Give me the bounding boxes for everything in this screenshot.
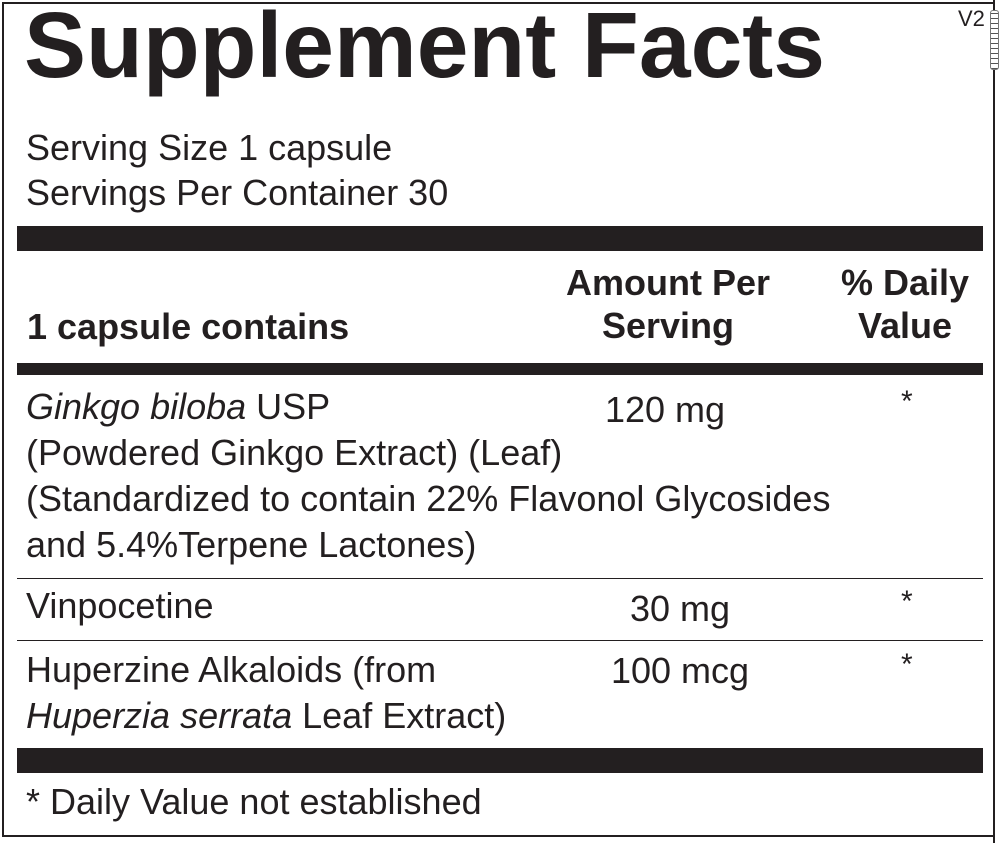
servings-per-container: Servings Per Container 30 xyxy=(26,172,449,213)
row-divider xyxy=(17,578,983,579)
header-dv-line2: Value xyxy=(857,305,953,346)
daily-value: * xyxy=(901,585,913,618)
footnote: * Daily Value not established xyxy=(26,781,482,822)
header-dv-line1: % Daily xyxy=(840,262,970,303)
daily-value: * xyxy=(901,648,913,681)
label-right-edge xyxy=(993,0,995,843)
header-daily-value: % Daily Value xyxy=(820,261,990,347)
amount: 30 mg xyxy=(629,588,731,629)
ingredient-detail: (Powdered Ginkgo Extract) (Leaf) xyxy=(26,432,563,473)
header-contains: 1 capsule contains xyxy=(27,306,350,347)
ingredient-detail: (Standardized to contain 22% Flavonol Gl… xyxy=(26,478,831,519)
ingredient-detail: Leaf Extract) xyxy=(292,695,507,736)
bead-strip-decoration xyxy=(990,10,999,70)
ingredient-source-italic: Huperzia serrata xyxy=(26,695,293,736)
thick-divider xyxy=(17,226,983,251)
ingredient-name: USP xyxy=(246,386,331,427)
version-mark: V2 xyxy=(958,6,985,31)
ingredient-row-ginkgo: Ginkgo biloba USP (Powdered Ginkgo Extra… xyxy=(26,384,830,568)
row-divider xyxy=(17,640,983,641)
ingredient-name: Huperzine Alkaloids (from xyxy=(26,649,437,690)
ingredient-row-vinpocetine: Vinpocetine xyxy=(26,585,214,626)
header-amount: Amount Per Serving xyxy=(548,261,788,347)
header-amount-line1: Amount Per xyxy=(565,262,770,303)
amount: 100 mcg xyxy=(610,650,750,691)
serving-size: Serving Size 1 capsule xyxy=(26,127,393,168)
amount: 120 mg xyxy=(604,389,726,430)
header-amount-line2: Serving xyxy=(601,305,735,346)
medium-divider xyxy=(17,363,983,375)
ingredient-name-italic: Ginkgo biloba xyxy=(26,386,247,427)
ingredient-row-huperzine: Huperzine Alkaloids (from Huperzia serra… xyxy=(26,647,506,739)
ingredient-detail: and 5.4%Terpene Lactones) xyxy=(26,524,477,565)
label-title: Supplement Facts xyxy=(24,0,825,97)
daily-value: * xyxy=(901,385,913,418)
thick-divider xyxy=(17,748,983,773)
